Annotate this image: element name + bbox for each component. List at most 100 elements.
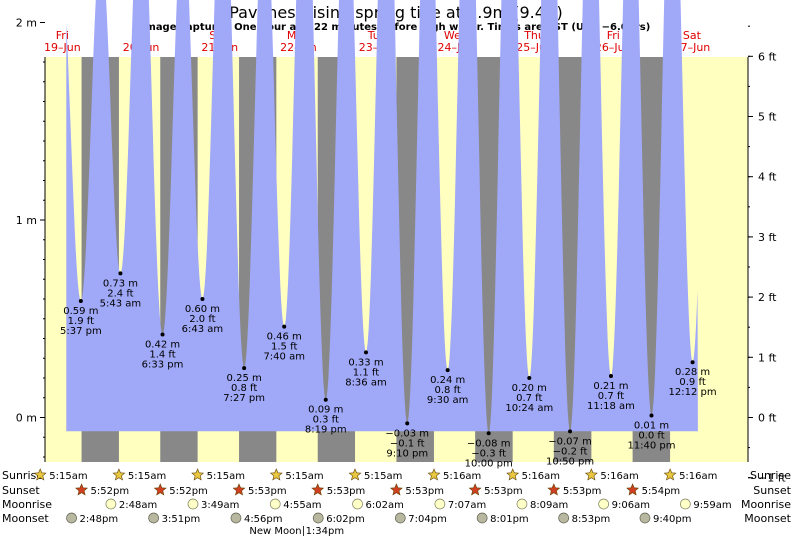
sunrise-icon	[584, 468, 598, 481]
sunset-icon	[311, 483, 325, 496]
sunset-time: 5:53pm	[248, 486, 287, 497]
sunrise-time: 5:15am	[128, 471, 166, 482]
moonset-icon	[639, 512, 651, 524]
low-tide-dot	[690, 360, 695, 365]
low-tide-ft: −0.3 ft	[471, 448, 506, 459]
chart-subtitle: Image captured One hour and 22 minutes b…	[142, 22, 651, 33]
day-label: Thu	[523, 29, 545, 42]
sunrise-time: 5:15am	[49, 471, 87, 482]
moonrise-row-label-right: Moonrise	[741, 498, 791, 511]
date-label: 19–Jun	[44, 41, 81, 54]
sunrise-time: 5:16am	[522, 471, 560, 482]
moonrise-icon	[679, 498, 691, 510]
new-moon-time: 1:34pm	[306, 526, 345, 537]
left-tick-label: 2 m	[16, 17, 37, 30]
moonrise-icon	[269, 498, 281, 510]
sunset-icon	[389, 483, 403, 496]
low-tide-m: 0.25 m	[227, 373, 262, 384]
sunset-row-label-left: Sunset	[2, 484, 40, 497]
moonset-icon	[558, 512, 570, 524]
tide-curve	[66, 0, 698, 434]
sunrise-time: 5:16am	[679, 471, 717, 482]
low-tide-ft: 0.8 ft	[434, 385, 460, 396]
sunrise-time: 5:15am	[207, 471, 245, 482]
low-tide-time: 10:00 pm	[465, 458, 513, 469]
moonrise-time: 3:49am	[201, 500, 239, 511]
sunrise-icon	[33, 468, 47, 481]
low-tide-m: 0.21 m	[593, 381, 628, 392]
low-tide-time: 5:37 pm	[60, 326, 102, 337]
low-tide-dot	[200, 297, 205, 301]
low-tide-dot	[363, 350, 368, 355]
low-tide-dot	[445, 368, 450, 373]
low-tide-time: 6:33 pm	[142, 360, 184, 371]
moonrise-time: 8:09am	[530, 500, 568, 511]
low-tide-dot	[608, 374, 613, 379]
low-tide-dot	[78, 298, 83, 303]
right-tick-label: 4 ft	[758, 171, 777, 184]
moonrise-icon	[516, 498, 528, 510]
sunrise-icon	[427, 468, 441, 481]
right-tick-label: 6 ft	[758, 50, 777, 63]
low-tide-m: 0.46 m	[267, 332, 302, 343]
low-tide-ft: 1.9 ft	[68, 316, 94, 327]
sunrise-icon	[348, 468, 362, 481]
sunset-icon	[626, 483, 640, 496]
low-tide-ft: 0.7 ft	[598, 391, 624, 402]
sunset-icon	[547, 483, 561, 496]
low-tide-dot	[527, 376, 532, 380]
sunset-row-label-right: Sunset	[753, 484, 791, 497]
sunrise-icon	[663, 468, 677, 481]
day-label: Fri	[607, 29, 620, 42]
moonset-time: 3:51pm	[162, 514, 201, 525]
low-tide-m: 0.59 m	[63, 306, 98, 317]
low-tide-dot	[323, 397, 328, 402]
low-tide-dot	[160, 332, 165, 337]
low-tide-time: 11:40 pm	[627, 441, 675, 452]
tide-point-labels: 0.59 m1.9 ft5:37 pm11:46 pm7.8 ft2.39 m0…	[60, 271, 717, 469]
moonrise-time: 7:07am	[448, 500, 486, 511]
low-tide-ft: 0.3 ft	[313, 415, 339, 426]
low-tide-ft: −0.1 ft	[390, 438, 425, 449]
low-tide-m: 0.28 m	[675, 367, 710, 378]
day-label: Sat	[683, 29, 702, 42]
low-tide-time: 8:19 pm	[305, 425, 347, 436]
moonrise-icon	[105, 498, 117, 510]
sunrise-icon	[112, 468, 126, 481]
low-tide-dot	[405, 421, 410, 426]
low-tide-m: −0.07 m	[548, 436, 592, 447]
low-tide-m: −0.03 m	[385, 428, 429, 439]
moonrise-time: 9:06am	[612, 500, 650, 511]
moonrise-icon	[598, 498, 609, 510]
moonrise-icon	[187, 498, 199, 510]
low-tide-m: 0.01 m	[634, 421, 669, 432]
low-tide-time: 11:18 am	[587, 401, 635, 412]
new-moon-label: New Moon	[249, 526, 301, 537]
low-tide-time: 12:12 pm	[669, 387, 717, 398]
low-tide-m: 0.42 m	[145, 340, 180, 351]
right-tick-label: 7 ft	[758, 0, 777, 3]
sunrise-icon	[269, 468, 283, 481]
moonset-row-label-left: Moonset	[2, 512, 49, 525]
low-tide-time: 10:24 am	[505, 403, 553, 414]
moonrise-time: 9:59am	[693, 500, 731, 511]
low-tide-m: −0.08 m	[467, 438, 511, 449]
sunrise-time: 5:15am	[364, 471, 402, 482]
sunrise-time: 5:16am	[600, 471, 638, 482]
sunrise-row-label-right: Sunrise	[750, 469, 791, 482]
sunset-time: 5:52pm	[169, 486, 208, 497]
moonset-time: 4:56pm	[244, 514, 283, 525]
moonset-icon	[312, 512, 324, 524]
low-tide-ft: 0.9 ft	[679, 377, 705, 388]
sunrise-icon	[191, 468, 205, 481]
low-tide-time: 9:30 am	[427, 395, 469, 406]
low-tide-dot	[649, 413, 654, 418]
low-tide-m: 0.60 m	[185, 304, 220, 315]
moonrise-icon	[434, 498, 446, 510]
moonrise-icon	[352, 498, 363, 510]
moonset-icon	[66, 512, 77, 524]
sunrise-icon	[506, 468, 520, 481]
sunset-time: 5:53pm	[405, 486, 444, 497]
low-tide-dot	[242, 366, 247, 371]
